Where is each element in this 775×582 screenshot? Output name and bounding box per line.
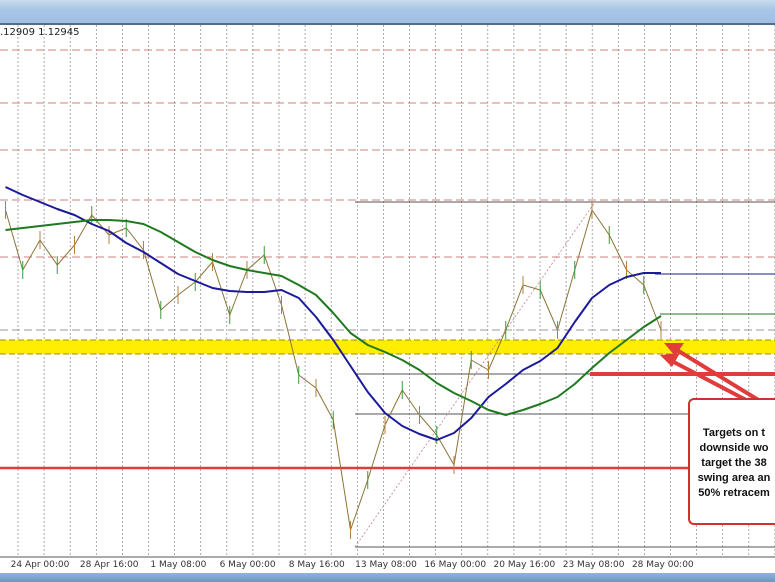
x-tick-label: 28 Apr 16:00: [80, 560, 139, 570]
x-tick-label: 16 May 00:00: [424, 560, 486, 570]
annotation-line: target the 38: [701, 457, 767, 469]
series-ma_green: [5, 219, 662, 416]
series-price: [5, 209, 662, 531]
status-bar: [0, 573, 775, 582]
x-tick-label: 6 May 00:00: [220, 560, 276, 570]
annotation-box: Targets on t downside wo target the 38 s…: [688, 398, 775, 525]
x-tick-label: 20 May 16:00: [494, 560, 556, 570]
x-tick-label: 1 May 08:00: [150, 560, 206, 570]
series-ma_blue: [5, 186, 661, 441]
x-tick-label: 13 May 08:00: [355, 560, 417, 570]
price-chart[interactable]: 24 Apr 00:00 28 Apr 16:00 1 May 08:00 6 May…: [0, 25, 775, 573]
arrow-head-icon: [660, 353, 680, 367]
x-tick-label: 24 Apr 00:00: [11, 560, 70, 570]
bid-ask-quote: .12909 1.12945: [0, 27, 80, 38]
annotation-line: swing area an: [697, 472, 771, 484]
x-tick-label: 23 May 08:00: [563, 560, 625, 570]
annotation-line: Targets on t: [702, 427, 766, 439]
x-tick-label: 28 May 00:00: [632, 560, 694, 570]
annotation-line: 50% retracem: [698, 487, 770, 499]
annotation-line: downside wo: [699, 442, 769, 454]
annotation-arrow: [670, 345, 762, 403]
window-title-bar: [0, 0, 775, 25]
x-tick-label: 8 May 16:00: [289, 560, 345, 570]
arrow-head-icon: [664, 343, 684, 356]
annotation-arrow: [667, 357, 749, 403]
support-band: [0, 340, 775, 354]
